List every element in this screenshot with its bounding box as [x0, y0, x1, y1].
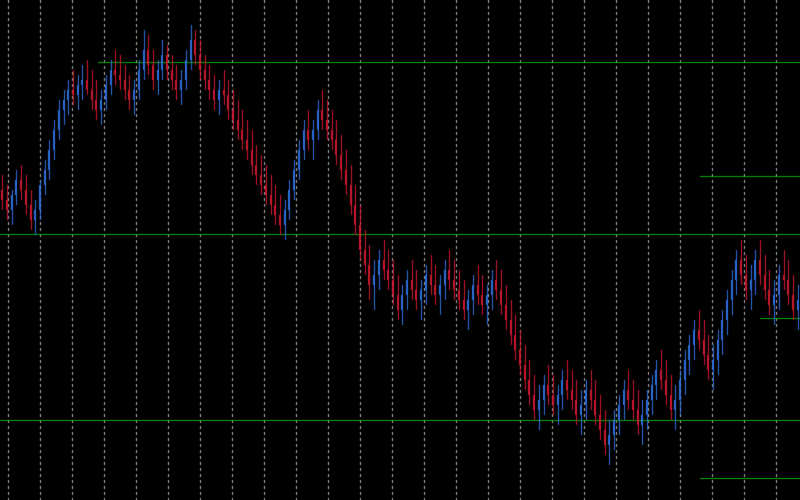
candles-layer — [0, 0, 800, 500]
candlestick-chart[interactable] — [0, 0, 800, 500]
